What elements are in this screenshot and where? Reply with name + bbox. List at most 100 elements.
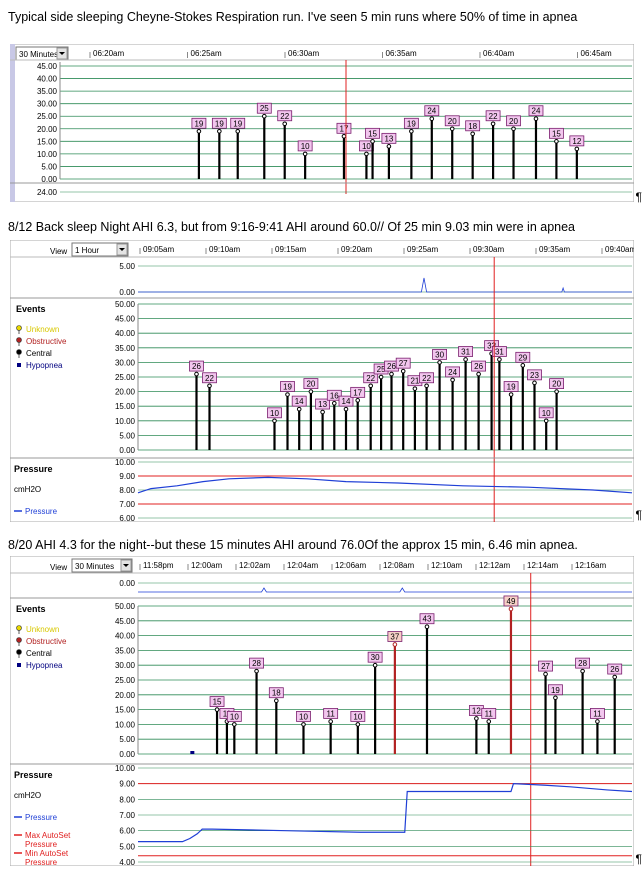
event-label: 18 xyxy=(468,122,477,131)
event-marker xyxy=(508,606,514,612)
x-tick-label: 12:08am xyxy=(383,561,414,570)
event-marker xyxy=(343,406,349,412)
event-label-box xyxy=(249,657,264,669)
event-label: 17 xyxy=(340,124,349,133)
event-label: 37 xyxy=(390,632,399,641)
event-label-box xyxy=(419,372,435,384)
event-label-box xyxy=(268,687,284,699)
event-label-box xyxy=(291,395,307,407)
event-label-box xyxy=(230,117,246,129)
event-label: 29 xyxy=(518,353,527,362)
event-marker xyxy=(554,139,559,144)
event-marker xyxy=(328,719,333,724)
y-tick-label: 30.00 xyxy=(115,358,136,367)
event-label: 30 xyxy=(371,653,380,662)
y-tick-label: 0.00 xyxy=(41,175,57,184)
events-title: Events xyxy=(16,304,46,314)
event-label-box xyxy=(363,372,379,384)
view-select-value: 1 Hour xyxy=(75,246,99,255)
legend-label: Obstructive xyxy=(26,337,67,346)
view-select-value: 30 Minutes xyxy=(75,562,114,571)
x-tick-label: 12:06am xyxy=(335,561,366,570)
event-label-box xyxy=(350,386,366,398)
event-label: 10 xyxy=(353,712,362,721)
event-marker xyxy=(476,371,481,377)
event-marker xyxy=(308,389,314,394)
event-label-box xyxy=(538,407,554,419)
event-marker xyxy=(533,116,539,122)
event-marker xyxy=(612,674,618,680)
event-marker xyxy=(424,624,430,630)
legend-pin-icon xyxy=(16,349,22,355)
chart-3: View 30 Minutes 11:58pm 12:00am 12:02am 12:04… xyxy=(10,556,634,866)
x-tick-label: 12:02am xyxy=(239,561,270,570)
y-tick-label: 45.00 xyxy=(115,617,136,626)
pressure-line xyxy=(138,783,633,843)
pressure-y-tick: 10.00 xyxy=(115,458,136,467)
event-label: 22 xyxy=(422,374,431,383)
event-label-box xyxy=(326,389,342,401)
event-marker xyxy=(409,128,414,134)
events-title: Events xyxy=(16,604,46,614)
event-label: 12 xyxy=(472,706,481,715)
event-marker xyxy=(370,139,375,144)
event-marker xyxy=(437,360,442,365)
event-label: 23 xyxy=(530,371,539,380)
event-marker xyxy=(474,716,479,721)
event-label: 24 xyxy=(532,107,541,116)
event-label-box xyxy=(607,663,623,675)
legend-label: Hypopnea xyxy=(26,361,63,370)
event-label: 10 xyxy=(542,409,551,418)
event-marker xyxy=(470,131,475,137)
event-label-box xyxy=(381,132,397,144)
event-marker xyxy=(332,400,337,406)
x-tick-label: 09:30am xyxy=(473,245,504,254)
chart-frame xyxy=(10,556,634,866)
event-label: 20 xyxy=(509,117,518,126)
event-label-box xyxy=(458,346,474,357)
pressure-y-tick: 10.00 xyxy=(115,764,136,773)
y-tick-label: 20.00 xyxy=(115,388,136,397)
event-label-box xyxy=(387,631,403,642)
event-label: 14 xyxy=(295,397,304,406)
pressure-y-tick: 7.00 xyxy=(119,500,135,509)
x-tick-label: 06:45am xyxy=(581,49,612,58)
event-label-box xyxy=(503,595,519,607)
pressure-line xyxy=(137,476,633,494)
event-label-box xyxy=(202,372,217,384)
event-label-box xyxy=(395,357,411,369)
event-marker xyxy=(486,719,492,724)
event-label: 15 xyxy=(552,129,561,138)
y-tick-label: 30.00 xyxy=(37,100,58,109)
event-label: 10 xyxy=(230,712,239,721)
y-tick-label: 50.00 xyxy=(115,602,136,611)
event-label-box xyxy=(419,613,435,625)
event-label: 25 xyxy=(377,365,386,374)
event-label-box xyxy=(569,135,585,147)
event-marker xyxy=(595,719,600,724)
event-marker xyxy=(554,389,559,394)
event-label: 19 xyxy=(551,686,560,695)
event-marker xyxy=(543,671,548,677)
event-label-box xyxy=(515,351,531,363)
event-label-box xyxy=(528,105,544,117)
event-label: 10 xyxy=(270,409,279,418)
legend-square-icon xyxy=(17,663,21,667)
flow-y-tick: 0.00 xyxy=(119,579,135,588)
pressure-y-tick: 6.00 xyxy=(119,827,135,836)
legend-label: Unknown xyxy=(26,325,59,334)
y-tick-label: 40.00 xyxy=(37,75,58,84)
pressure-legend-label-cont: Pressure xyxy=(25,858,58,866)
event-marker xyxy=(429,116,435,122)
event-label-box xyxy=(432,349,448,360)
event-label-box xyxy=(444,115,460,127)
pressure-unit: cmH2O xyxy=(14,791,41,800)
view-select-box xyxy=(71,242,129,257)
event-label: 19 xyxy=(283,383,292,392)
pressure-legend-label: Pressure xyxy=(25,813,58,822)
x-tick-label: 09:40am xyxy=(605,245,634,254)
event-label: 28 xyxy=(252,659,261,668)
event-marker xyxy=(389,371,394,377)
y-tick-label: 10.00 xyxy=(115,417,136,426)
event-marker xyxy=(207,383,212,389)
